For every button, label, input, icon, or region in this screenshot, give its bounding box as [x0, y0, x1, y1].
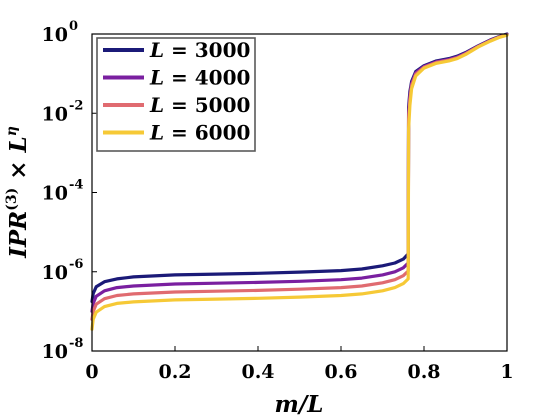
y-axis-label-sup: (3)	[4, 188, 20, 211]
y-tick-label: 10	[42, 341, 68, 363]
y-tick-label: 10	[42, 262, 68, 284]
legend-label-value: = 6000	[164, 121, 250, 145]
legend-label-var: L	[149, 121, 164, 145]
legend-label-1: L = 3000	[149, 38, 250, 62]
legend-label-var: L	[149, 66, 164, 90]
y-tick-label: 10	[42, 183, 68, 205]
legend-label-var: L	[149, 93, 164, 117]
y-tick-exponent: -8	[69, 336, 83, 351]
y-tick-label: 10	[42, 103, 68, 125]
x-tick-label: 0.8	[407, 361, 440, 383]
y-axis-label: IPR(3) × Lη	[4, 126, 32, 259]
legend-label-value: = 5000	[164, 93, 250, 117]
legend-label-var: L	[149, 38, 164, 62]
legend-label-value: = 3000	[164, 38, 250, 62]
legend-label-3: L = 5000	[149, 93, 250, 117]
legend-label-4: L = 6000	[149, 121, 250, 145]
y-axis-label-base: IPR	[5, 211, 32, 259]
y-axis-label-mid: × L	[5, 136, 32, 187]
y-tick-exponent: 0	[69, 19, 78, 34]
y-axis-label-exp: η	[4, 126, 20, 136]
legend-label-value: = 4000	[164, 66, 250, 90]
y-tick-label: 10	[42, 24, 68, 46]
y-tick-exponent: -6	[69, 257, 83, 272]
x-axis-label: m/L	[275, 391, 324, 418]
x-tick-label: 1	[500, 361, 513, 383]
y-tick-exponent: -4	[69, 178, 83, 193]
series-line-4	[90, 33, 509, 331]
y-tick-exponent: -2	[69, 98, 83, 113]
x-tick-label: 0.6	[324, 361, 357, 383]
x-tick-label: 0.2	[158, 361, 191, 383]
series-layer	[90, 32, 509, 331]
x-tick-label: 0.4	[241, 361, 274, 383]
x-tick-label: 0	[85, 361, 98, 383]
legend-label-2: L = 4000	[149, 66, 250, 90]
